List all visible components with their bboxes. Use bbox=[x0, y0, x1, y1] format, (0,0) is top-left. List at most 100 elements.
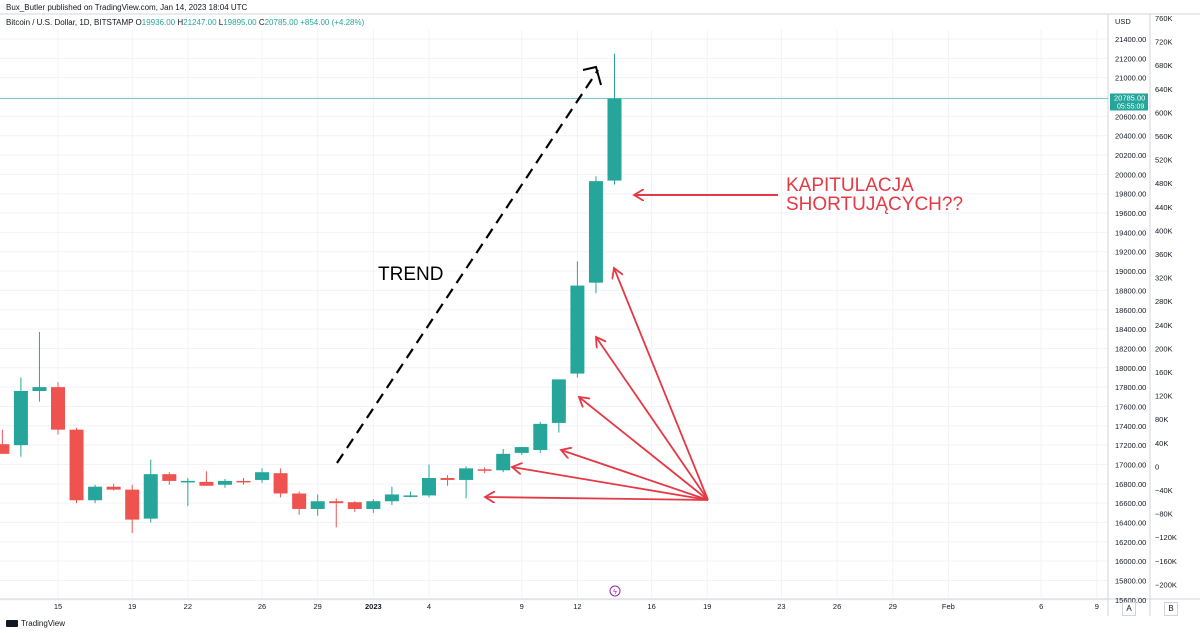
candle-body bbox=[588, 181, 603, 283]
price-tick-label: 21000.00 bbox=[1115, 74, 1146, 83]
volume-tick-label: 80K bbox=[1155, 415, 1168, 424]
candle-body bbox=[496, 453, 511, 471]
symbol-name: Bitcoin / U.S. Dollar, 1D, BITSTAMP bbox=[6, 18, 134, 27]
price-tick-label: 19000.00 bbox=[1115, 267, 1146, 276]
candle-body bbox=[0, 444, 10, 454]
last-price-badge bbox=[1110, 93, 1148, 111]
volume-tick-label: 640K bbox=[1155, 85, 1173, 94]
price-tick-label: 17000.00 bbox=[1115, 460, 1146, 469]
volume-axis[interactable]: 760K 720K 680K 640K 600K 560K 520K 480K 440K 400K… bbox=[1155, 14, 1177, 589]
time-tick-label: 29 bbox=[314, 602, 322, 611]
candle-body bbox=[292, 493, 307, 509]
price-tick-label: 16200.00 bbox=[1115, 538, 1146, 547]
time-tick-label: 9 bbox=[520, 602, 524, 611]
price-tick-label: 16000.00 bbox=[1115, 557, 1146, 566]
price-tick-label: 17600.00 bbox=[1115, 402, 1146, 411]
volume-tick-label: 680K bbox=[1155, 61, 1173, 70]
volume-tick-label: 200K bbox=[1155, 344, 1173, 353]
fan-arrow bbox=[561, 450, 709, 501]
candle-body bbox=[310, 501, 325, 509]
volume-tick-label: 120K bbox=[1155, 392, 1173, 401]
kapitulacja-label-line1: KAPITULACJA bbox=[786, 175, 914, 196]
time-tick-label: 23 bbox=[777, 602, 785, 611]
trend-arrowhead bbox=[582, 65, 602, 86]
price-tick-label: 16400.00 bbox=[1115, 519, 1146, 528]
candle-body bbox=[514, 447, 529, 453]
candle-body bbox=[347, 502, 362, 509]
trend-dashed-line bbox=[336, 69, 599, 464]
time-tick-label: 22 bbox=[184, 602, 192, 611]
candle-body bbox=[403, 495, 418, 497]
event-marker-icon bbox=[609, 585, 621, 597]
price-tick-label: 20000.00 bbox=[1115, 170, 1146, 179]
time-tick-label: 29 bbox=[889, 602, 897, 611]
fan-arrow bbox=[596, 337, 709, 501]
time-tick-label: 15 bbox=[54, 602, 62, 611]
price-tick-label: 18000.00 bbox=[1115, 364, 1146, 373]
volume-tick-label: 160K bbox=[1155, 368, 1173, 377]
kapitulacja-label-line2: SHORTUJĄCYCH?? bbox=[786, 194, 963, 215]
candle-body bbox=[551, 379, 566, 423]
candle-body bbox=[180, 480, 195, 483]
auto-scale-button[interactable]: A bbox=[1122, 602, 1136, 616]
ohlc-low: 19895.00 bbox=[223, 18, 257, 27]
time-tick-label: 4 bbox=[427, 602, 431, 611]
last-price-label: 20785.00 bbox=[1114, 93, 1145, 102]
price-tick-label: 20200.00 bbox=[1115, 151, 1146, 160]
time-tick-label: 19 bbox=[128, 602, 136, 611]
candle-body bbox=[273, 473, 288, 494]
candle-body bbox=[143, 474, 158, 519]
volume-tick-label: 360K bbox=[1155, 250, 1173, 259]
candle-body bbox=[217, 480, 232, 485]
price-tick-label: 19200.00 bbox=[1115, 248, 1146, 257]
price-tick-label: 18800.00 bbox=[1115, 286, 1146, 295]
price-tick-label: 16600.00 bbox=[1115, 499, 1146, 508]
countdown-label: 05:55:09 bbox=[1117, 103, 1144, 110]
price-tick-label: 20600.00 bbox=[1115, 112, 1146, 121]
price-tick-label: 17200.00 bbox=[1115, 441, 1146, 450]
price-tick-label: 18200.00 bbox=[1115, 344, 1146, 353]
volume-tick-label: 520K bbox=[1155, 156, 1173, 165]
price-axis[interactable]: USD21400.0021200.0021000.0020800.0020600… bbox=[1110, 17, 1148, 605]
candle-body bbox=[329, 501, 344, 504]
ohlc-open: 19936.00 bbox=[141, 18, 176, 27]
volume-tick-label: −80K bbox=[1155, 510, 1173, 519]
candle-body bbox=[32, 387, 47, 391]
volume-tick-label: −120K bbox=[1155, 533, 1177, 542]
candle-body bbox=[477, 469, 492, 471]
ohlc-close: 20785.00 bbox=[264, 18, 298, 27]
price-tick-label: 16800.00 bbox=[1115, 480, 1146, 489]
tradingview-footer: TradingView bbox=[6, 619, 65, 628]
time-tick-label: 26 bbox=[833, 602, 841, 611]
trend-label: TREND bbox=[378, 264, 443, 285]
candle-body bbox=[570, 285, 585, 374]
candle-body bbox=[607, 98, 622, 181]
candle-body bbox=[440, 478, 455, 480]
price-tick-label: 18600.00 bbox=[1115, 306, 1146, 315]
footer-brand: TradingView bbox=[21, 619, 66, 628]
ohlc-change: +854.00 (+4.28%) bbox=[300, 18, 365, 27]
time-tick-label: 9 bbox=[1095, 602, 1099, 611]
grid-lines bbox=[0, 30, 1108, 601]
time-axis[interactable]: 15 19 22 26 29 2023 4 9 12 16 19 23 26 29 Feb 6 9 bbox=[54, 602, 1099, 611]
price-tick-label: 19600.00 bbox=[1115, 209, 1146, 218]
candle-body bbox=[69, 429, 84, 501]
symbol-ohlc-line: Bitcoin / U.S. Dollar, 1D, BITSTAMP O199… bbox=[6, 18, 365, 27]
time-tick-label: Feb bbox=[942, 602, 955, 611]
volume-tick-label: 480K bbox=[1155, 179, 1173, 188]
time-tick-label: 26 bbox=[258, 602, 266, 611]
time-tick-label: 2023 bbox=[365, 602, 382, 611]
candle-body bbox=[162, 474, 177, 481]
volume-tick-label: 320K bbox=[1155, 274, 1173, 283]
candle-body bbox=[88, 486, 103, 501]
volume-tick-label: 40K bbox=[1155, 439, 1168, 448]
price-tick-label: 21400.00 bbox=[1115, 35, 1146, 44]
candles bbox=[0, 53, 622, 534]
time-tick-label: 16 bbox=[647, 602, 655, 611]
event-marker-glyph: ϟ bbox=[613, 589, 617, 596]
volume-tick-label: −200K bbox=[1155, 580, 1177, 589]
candle-body bbox=[533, 423, 548, 450]
candle-body bbox=[106, 486, 121, 490]
scale-b-button[interactable]: B bbox=[1164, 602, 1178, 616]
